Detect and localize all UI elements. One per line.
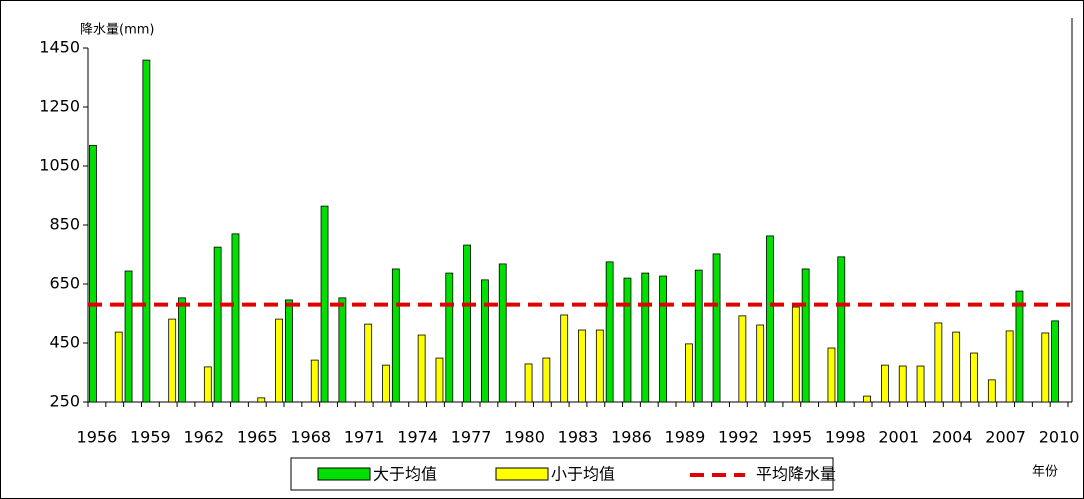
bar [595,329,604,403]
x-tick-label: 1989 [665,428,706,447]
bar [791,306,800,403]
bar [1041,332,1050,403]
bar [952,331,961,403]
x-tick-label: 1974 [397,428,438,447]
bar [463,244,471,403]
legend-label: 大于均值 [373,465,437,484]
x-tick-label: 1995 [771,428,812,447]
bar [445,272,454,403]
bar [168,318,177,403]
bar [801,268,810,403]
y-tick-label: 1450 [39,38,80,57]
legend-swatch [317,467,371,481]
bar [285,299,293,403]
bar [694,269,703,403]
x-tick-label: 2007 [985,428,1026,447]
x-tick-label: 1971 [344,428,385,447]
legend-swatch [495,467,549,481]
x-tick-label: 2001 [878,428,919,447]
bar [934,322,943,403]
x-axis-label: 年份 [1032,465,1058,480]
bar [498,263,507,403]
x-tick-label: 1980 [504,428,545,447]
y-tick-label: 1050 [39,156,80,175]
y-tick-label: 650 [49,274,80,293]
bar [524,363,533,403]
bar [898,365,907,403]
bar [756,324,765,403]
bar [738,315,747,403]
x-tick-label: 1962 [183,428,224,447]
bar [320,205,329,403]
bar [970,352,978,403]
y-tick-label: 450 [49,333,80,352]
bar [623,277,632,403]
bar [605,261,614,403]
bar [1015,290,1024,403]
bar [124,270,133,403]
bar [659,275,667,403]
bar [310,359,319,403]
bar [766,235,774,403]
bar [338,297,347,403]
bar [578,329,586,403]
bar [114,331,123,403]
bar [1051,320,1059,403]
bar [382,364,390,403]
bar [203,366,212,403]
legend-label: 小于均值 [551,465,615,484]
legend-label: 平均降水量 [756,465,836,484]
y-tick-label: 1250 [39,97,80,116]
bar [685,343,693,403]
bar [881,364,889,403]
bar [987,379,996,403]
x-tick-label: 1977 [451,428,492,447]
bar [542,357,551,403]
bar [275,318,283,403]
bar [560,314,569,403]
x-tick-label: 1965 [237,428,278,447]
x-tick-label: 2010 [1039,428,1080,447]
bar [257,397,266,403]
y-tick-label: 250 [49,392,80,411]
bar [231,233,240,403]
bar [863,395,871,403]
x-tick-label: 1959 [130,428,171,447]
x-tick-label: 1986 [611,428,652,447]
bar [837,256,846,403]
bar [481,279,489,403]
x-tick-label: 1956 [77,428,118,447]
bar [916,365,925,403]
bar [827,347,836,403]
bar [364,323,373,403]
bar [391,268,400,403]
bar [641,272,650,403]
bar [435,357,444,403]
y-tick-label: 850 [49,215,80,234]
bar [712,253,721,403]
x-tick-label: 1983 [558,428,599,447]
x-tick-label: 1992 [718,428,759,447]
y-axis-label: 降水量(mm) [80,23,154,38]
x-tick-label: 2004 [932,428,973,447]
bar [417,334,426,403]
x-tick-label: 1998 [825,428,866,447]
bar [89,144,97,403]
bar [213,246,222,403]
bar [142,59,151,403]
x-tick-label: 1968 [290,428,331,447]
bar [178,297,186,403]
bar [1005,330,1014,403]
